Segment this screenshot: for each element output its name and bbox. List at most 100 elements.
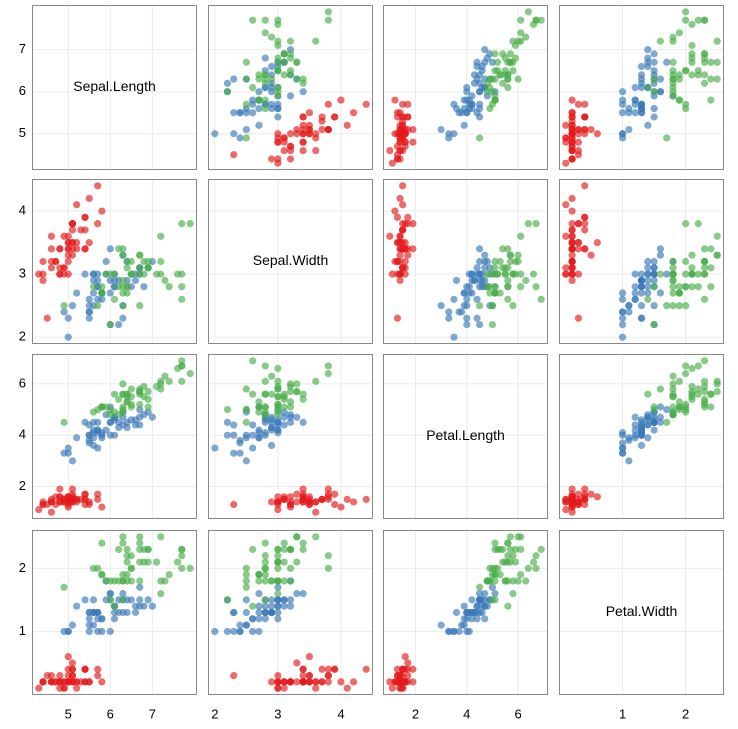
data-point-virginica	[274, 364, 282, 373]
data-point-virginica	[280, 395, 288, 403]
data-point-virginica	[682, 16, 690, 24]
data-point-virginica	[501, 270, 509, 278]
data-point-versicolor	[102, 257, 110, 266]
data-point-setosa	[299, 665, 307, 673]
data-point-versicolor	[106, 245, 114, 253]
data-point-versicolor	[230, 627, 238, 636]
data-point-virginica	[483, 270, 491, 278]
data-point-virginica	[663, 134, 671, 142]
data-point-setosa	[568, 207, 576, 215]
data-point-setosa	[280, 146, 288, 155]
data-point-versicolor	[249, 421, 257, 429]
data-point-virginica	[299, 545, 307, 554]
data-point-virginica	[261, 403, 269, 411]
data-point-versicolor	[242, 608, 250, 617]
data-point-versicolor	[637, 441, 646, 450]
data-point-virginica	[483, 577, 491, 585]
data-point-setosa	[331, 490, 339, 498]
data-point-virginica	[688, 58, 696, 66]
data-point-setosa	[581, 113, 589, 121]
data-point-setosa	[267, 498, 276, 506]
data-point-versicolor	[637, 79, 646, 87]
data-point-setosa	[396, 276, 404, 285]
data-point-virginica	[491, 257, 499, 266]
data-point-virginica	[274, 16, 282, 24]
data-point-setosa	[98, 503, 106, 511]
data-point-versicolor	[460, 602, 468, 610]
data-point-versicolor	[236, 621, 244, 629]
data-point-versicolor	[148, 602, 156, 610]
data-point-virginica	[274, 564, 282, 572]
data-point-setosa	[64, 653, 72, 661]
data-point-virginica	[713, 232, 721, 240]
data-point-versicolor	[242, 596, 250, 604]
data-point-versicolor	[644, 411, 652, 419]
data-point-virginica	[261, 596, 269, 604]
data-point-setosa	[68, 245, 77, 253]
x-tick-label: 6	[514, 706, 521, 721]
data-point-setosa	[312, 508, 320, 516]
data-point-versicolor	[656, 289, 665, 297]
data-point-setosa	[404, 213, 412, 221]
data-point-virginica	[255, 398, 263, 406]
data-point-versicolor	[293, 589, 301, 598]
data-point-setosa	[396, 146, 404, 155]
data-point-versicolor	[465, 100, 473, 108]
data-point-virginica	[165, 283, 173, 291]
data-point-versicolor	[85, 431, 93, 439]
data-point-virginica	[529, 270, 538, 278]
data-point-setosa	[43, 671, 51, 680]
data-point-setosa	[388, 270, 396, 278]
data-point-versicolor	[455, 109, 463, 117]
data-point-versicolor	[625, 125, 633, 134]
data-point-versicolor	[267, 602, 276, 610]
data-point-virginica	[669, 37, 677, 45]
data-point-setosa	[386, 146, 394, 155]
data-point-virginica	[669, 372, 677, 380]
data-point-versicolor	[94, 615, 102, 623]
data-point-virginica	[682, 67, 690, 75]
data-point-setosa	[267, 678, 276, 686]
data-point-virginica	[669, 289, 677, 297]
data-point-setosa	[305, 121, 314, 129]
data-point-virginica	[509, 270, 517, 278]
data-point-virginica	[178, 552, 186, 560]
data-point-setosa	[293, 130, 301, 138]
data-point-setosa	[312, 678, 320, 686]
data-point-virginica	[144, 558, 152, 566]
data-point-virginica	[694, 385, 702, 393]
data-point-virginica	[496, 257, 504, 266]
data-point-versicolor	[230, 75, 238, 83]
data-point-versicolor	[85, 439, 93, 447]
y-tick-label: 7	[19, 41, 26, 56]
data-point-virginica	[98, 539, 106, 547]
data-point-setosa	[39, 270, 47, 278]
data-point-versicolor	[644, 276, 652, 285]
data-point-versicolor	[650, 418, 658, 426]
data-point-versicolor	[656, 418, 665, 426]
data-point-versicolor	[650, 276, 658, 285]
data-point-virginica	[496, 571, 504, 579]
data-point-setosa	[324, 665, 332, 673]
data-point-virginica	[123, 264, 131, 272]
data-point-setosa	[362, 495, 370, 503]
data-point-virginica	[486, 104, 494, 113]
data-point-virginica	[504, 83, 512, 92]
data-point-virginica	[324, 362, 332, 370]
data-point-setosa	[396, 257, 404, 266]
data-point-virginica	[506, 58, 514, 66]
data-point-versicolor	[236, 449, 244, 457]
data-point-setosa	[274, 138, 282, 146]
data-point-setosa	[568, 238, 576, 247]
data-point-virginica	[136, 558, 144, 566]
data-point-versicolor	[280, 421, 288, 429]
data-point-virginica	[98, 571, 106, 579]
data-point-versicolor	[136, 583, 144, 591]
data-point-setosa	[409, 125, 417, 134]
data-point-virginica	[517, 283, 525, 291]
data-point-setosa	[593, 493, 601, 501]
data-point-setosa	[574, 151, 583, 159]
data-point-setosa	[56, 245, 64, 253]
data-point-versicolor	[85, 627, 93, 636]
data-point-virginica	[488, 302, 497, 310]
